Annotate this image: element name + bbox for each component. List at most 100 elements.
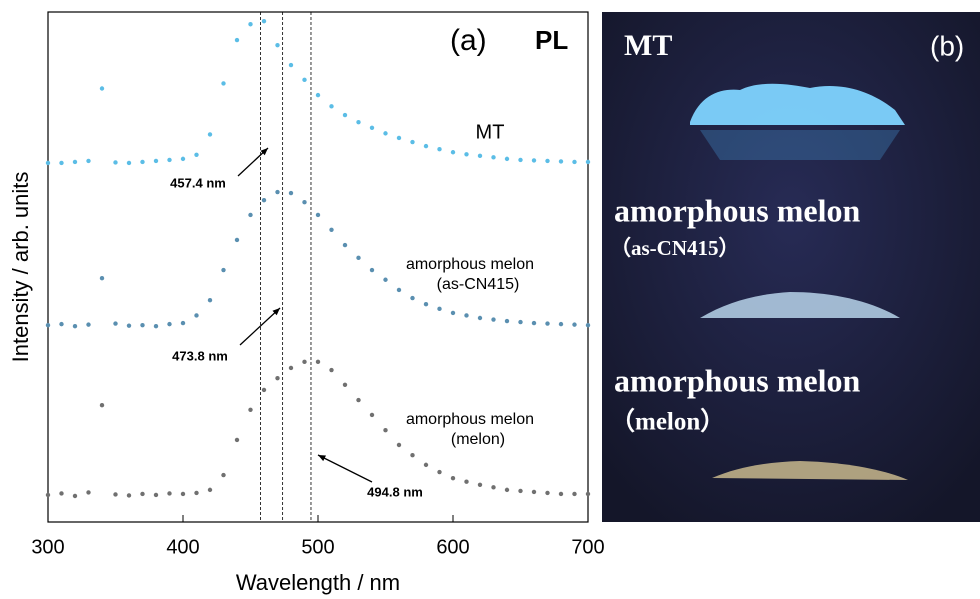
data-point (410, 296, 414, 300)
photo-caption: （as-CN415） (610, 236, 740, 260)
data-point (208, 298, 212, 302)
data-point (370, 413, 374, 417)
data-point (478, 154, 482, 158)
data-point (46, 161, 50, 165)
series-label: MT (476, 121, 505, 143)
data-point (46, 493, 50, 497)
data-point (491, 155, 495, 159)
data-point (248, 213, 252, 217)
photo-caption: （melon） (610, 407, 725, 436)
series-label: amorphous melon (406, 256, 534, 273)
data-point (370, 126, 374, 130)
data-point (464, 152, 468, 156)
data-point (113, 160, 117, 164)
data-point (545, 491, 549, 495)
data-point (451, 311, 455, 315)
data-point (437, 470, 441, 474)
data-point (154, 493, 158, 497)
data-point (73, 160, 77, 164)
peak-label: 473.8 nm (172, 348, 228, 363)
data-point (59, 322, 63, 326)
data-point (437, 147, 441, 151)
data-point (424, 144, 428, 148)
data-point (302, 200, 306, 204)
data-point (383, 428, 387, 432)
data-point (532, 158, 536, 162)
series-sample: (melon) (451, 431, 505, 448)
data-point (235, 38, 239, 42)
data-point (478, 483, 482, 487)
data-point (275, 376, 279, 380)
data-point (464, 313, 468, 317)
data-point (302, 360, 306, 364)
y-axis-label: Intensity / arb. units (8, 172, 33, 363)
data-point (532, 490, 536, 494)
data-point (221, 473, 225, 477)
data-point (181, 157, 185, 161)
data-point (59, 491, 63, 495)
data-point (424, 463, 428, 467)
data-point (397, 136, 401, 140)
data-point (262, 198, 266, 202)
data-point (397, 288, 401, 292)
data-point (329, 104, 333, 108)
photo-caption: amorphous melon (614, 362, 860, 398)
data-point (356, 120, 360, 124)
data-point (586, 492, 590, 496)
data-point (194, 153, 198, 157)
data-point (518, 489, 522, 493)
data-point (329, 368, 333, 372)
photo-panel: MT (b) amorphous melon （as-CN415） amorph… (602, 12, 980, 522)
data-point (302, 78, 306, 82)
data-point (586, 323, 590, 327)
data-point (343, 113, 347, 117)
data-point (572, 322, 576, 326)
data-point (410, 140, 414, 144)
peak-arrow (318, 455, 372, 482)
data-point (356, 256, 360, 260)
data-point (532, 321, 536, 325)
data-point (167, 491, 171, 495)
data-point (86, 159, 90, 163)
data-point (181, 492, 185, 496)
data-point (221, 81, 225, 85)
data-point (208, 488, 212, 492)
data-point (316, 213, 320, 217)
peak-label: 494.8 nm (367, 484, 423, 499)
data-point (127, 323, 131, 327)
data-point (451, 150, 455, 154)
photo-caption: MT (624, 29, 672, 62)
data-point (100, 403, 104, 407)
data-point (545, 321, 549, 325)
data-point (370, 268, 374, 272)
data-point (491, 317, 495, 321)
data-point (235, 238, 239, 242)
data-point (586, 160, 590, 164)
x-tick-label: 500 (301, 536, 334, 558)
data-point (73, 324, 77, 328)
data-point (262, 388, 266, 392)
data-point (572, 160, 576, 164)
data-point (329, 228, 333, 232)
data-point (464, 480, 468, 484)
data-point (505, 319, 509, 323)
panel-label: (a) (450, 24, 487, 57)
x-tick-label: 600 (436, 536, 469, 558)
data-point (167, 322, 171, 326)
data-point (248, 408, 252, 412)
data-point (73, 494, 77, 498)
data-point (140, 160, 144, 164)
data-point (262, 19, 266, 23)
data-point (194, 491, 198, 495)
data-point (289, 63, 293, 67)
data-point (289, 366, 293, 370)
data-point (275, 190, 279, 194)
data-point (127, 493, 131, 497)
data-point (275, 43, 279, 47)
data-point (559, 492, 563, 496)
data-point (478, 316, 482, 320)
data-point (289, 191, 293, 195)
data-point (343, 243, 347, 247)
data-point (559, 159, 563, 163)
x-tick-label: 700 (571, 536, 604, 558)
